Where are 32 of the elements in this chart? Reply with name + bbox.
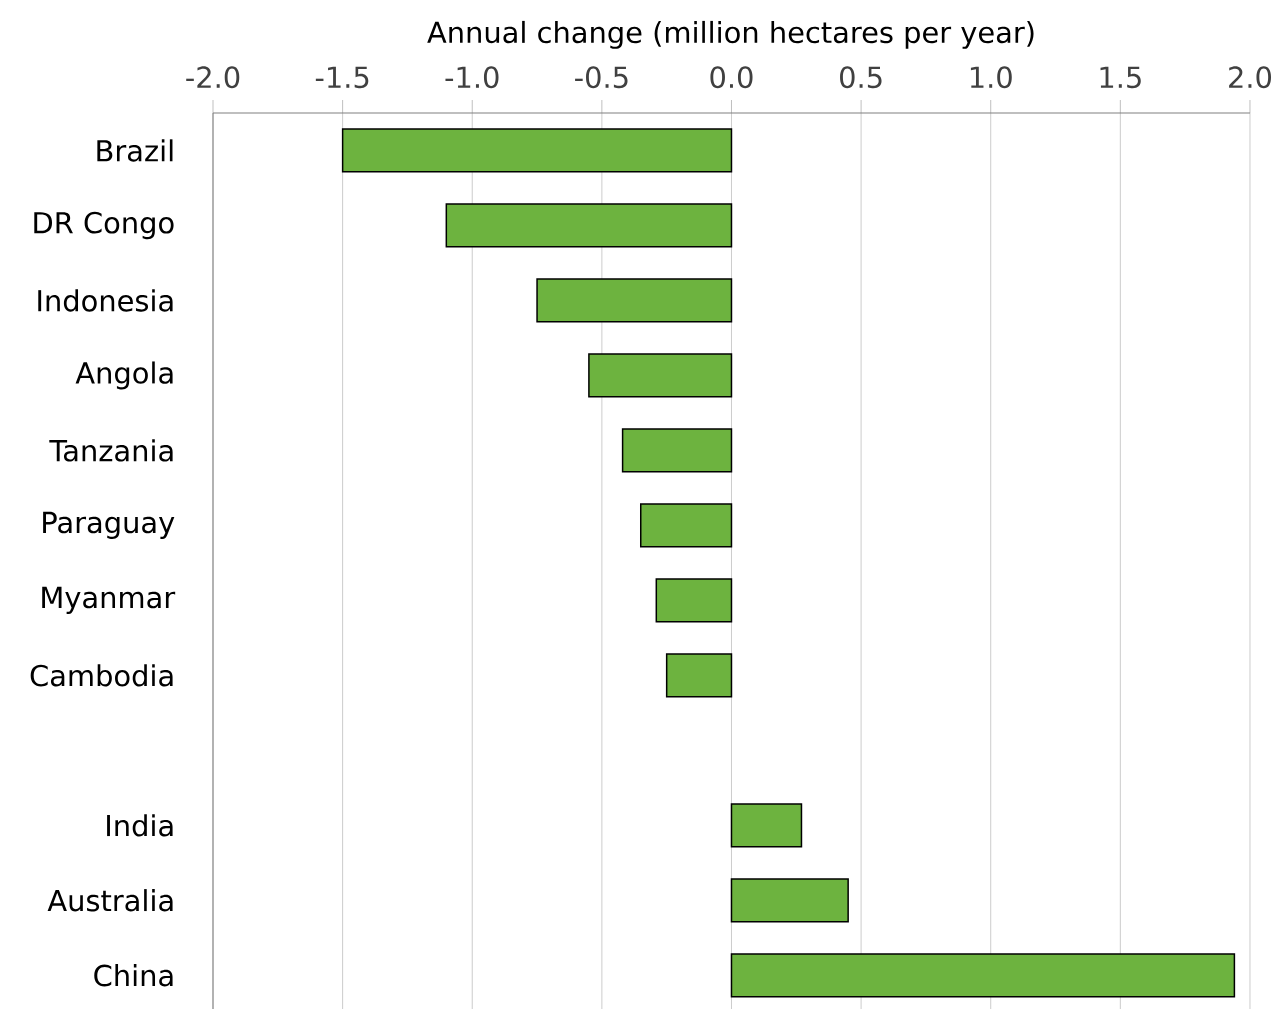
bar bbox=[341, 128, 733, 173]
x-axis-title: Annual change (million hectares per year) bbox=[427, 20, 1034, 49]
bar bbox=[621, 428, 733, 473]
y-tick-label: Tanzania bbox=[49, 439, 173, 462]
y-tick-label: Cambodia bbox=[30, 664, 173, 687]
bar bbox=[588, 353, 733, 398]
bar bbox=[655, 578, 733, 623]
x-tick-label: -2.0 bbox=[186, 66, 240, 89]
x-tick-label: 2.0 bbox=[1229, 66, 1272, 89]
bar bbox=[665, 653, 733, 698]
x-tick-label: 1.0 bbox=[970, 66, 1012, 89]
y-tick-label: Brazil bbox=[97, 139, 173, 162]
y-tick-label: India bbox=[107, 814, 173, 837]
x-tick-label: -0.5 bbox=[575, 66, 628, 89]
y-tick-label: Paraguay bbox=[43, 511, 175, 539]
y-tick-label: Angola bbox=[75, 361, 173, 390]
bar bbox=[730, 878, 849, 923]
y-tick-label: Australia bbox=[47, 889, 173, 912]
bar bbox=[536, 278, 733, 323]
y-tick-label: Myanmar bbox=[42, 586, 176, 614]
y-tick-label: DR Congo bbox=[34, 211, 174, 240]
x-tick-label: 1.5 bbox=[1100, 66, 1141, 89]
y-tick-label: Indonesia bbox=[38, 289, 173, 312]
bar bbox=[640, 503, 733, 548]
bar bbox=[730, 953, 1236, 998]
bar bbox=[730, 803, 803, 848]
x-tick-label: 0.0 bbox=[710, 66, 753, 89]
x-tick-label: -1.0 bbox=[445, 66, 499, 89]
x-tick-label: -1.5 bbox=[315, 66, 369, 89]
y-tick-label: China bbox=[94, 964, 173, 987]
bar bbox=[445, 203, 733, 248]
x-tick-label: 0.5 bbox=[840, 66, 882, 89]
